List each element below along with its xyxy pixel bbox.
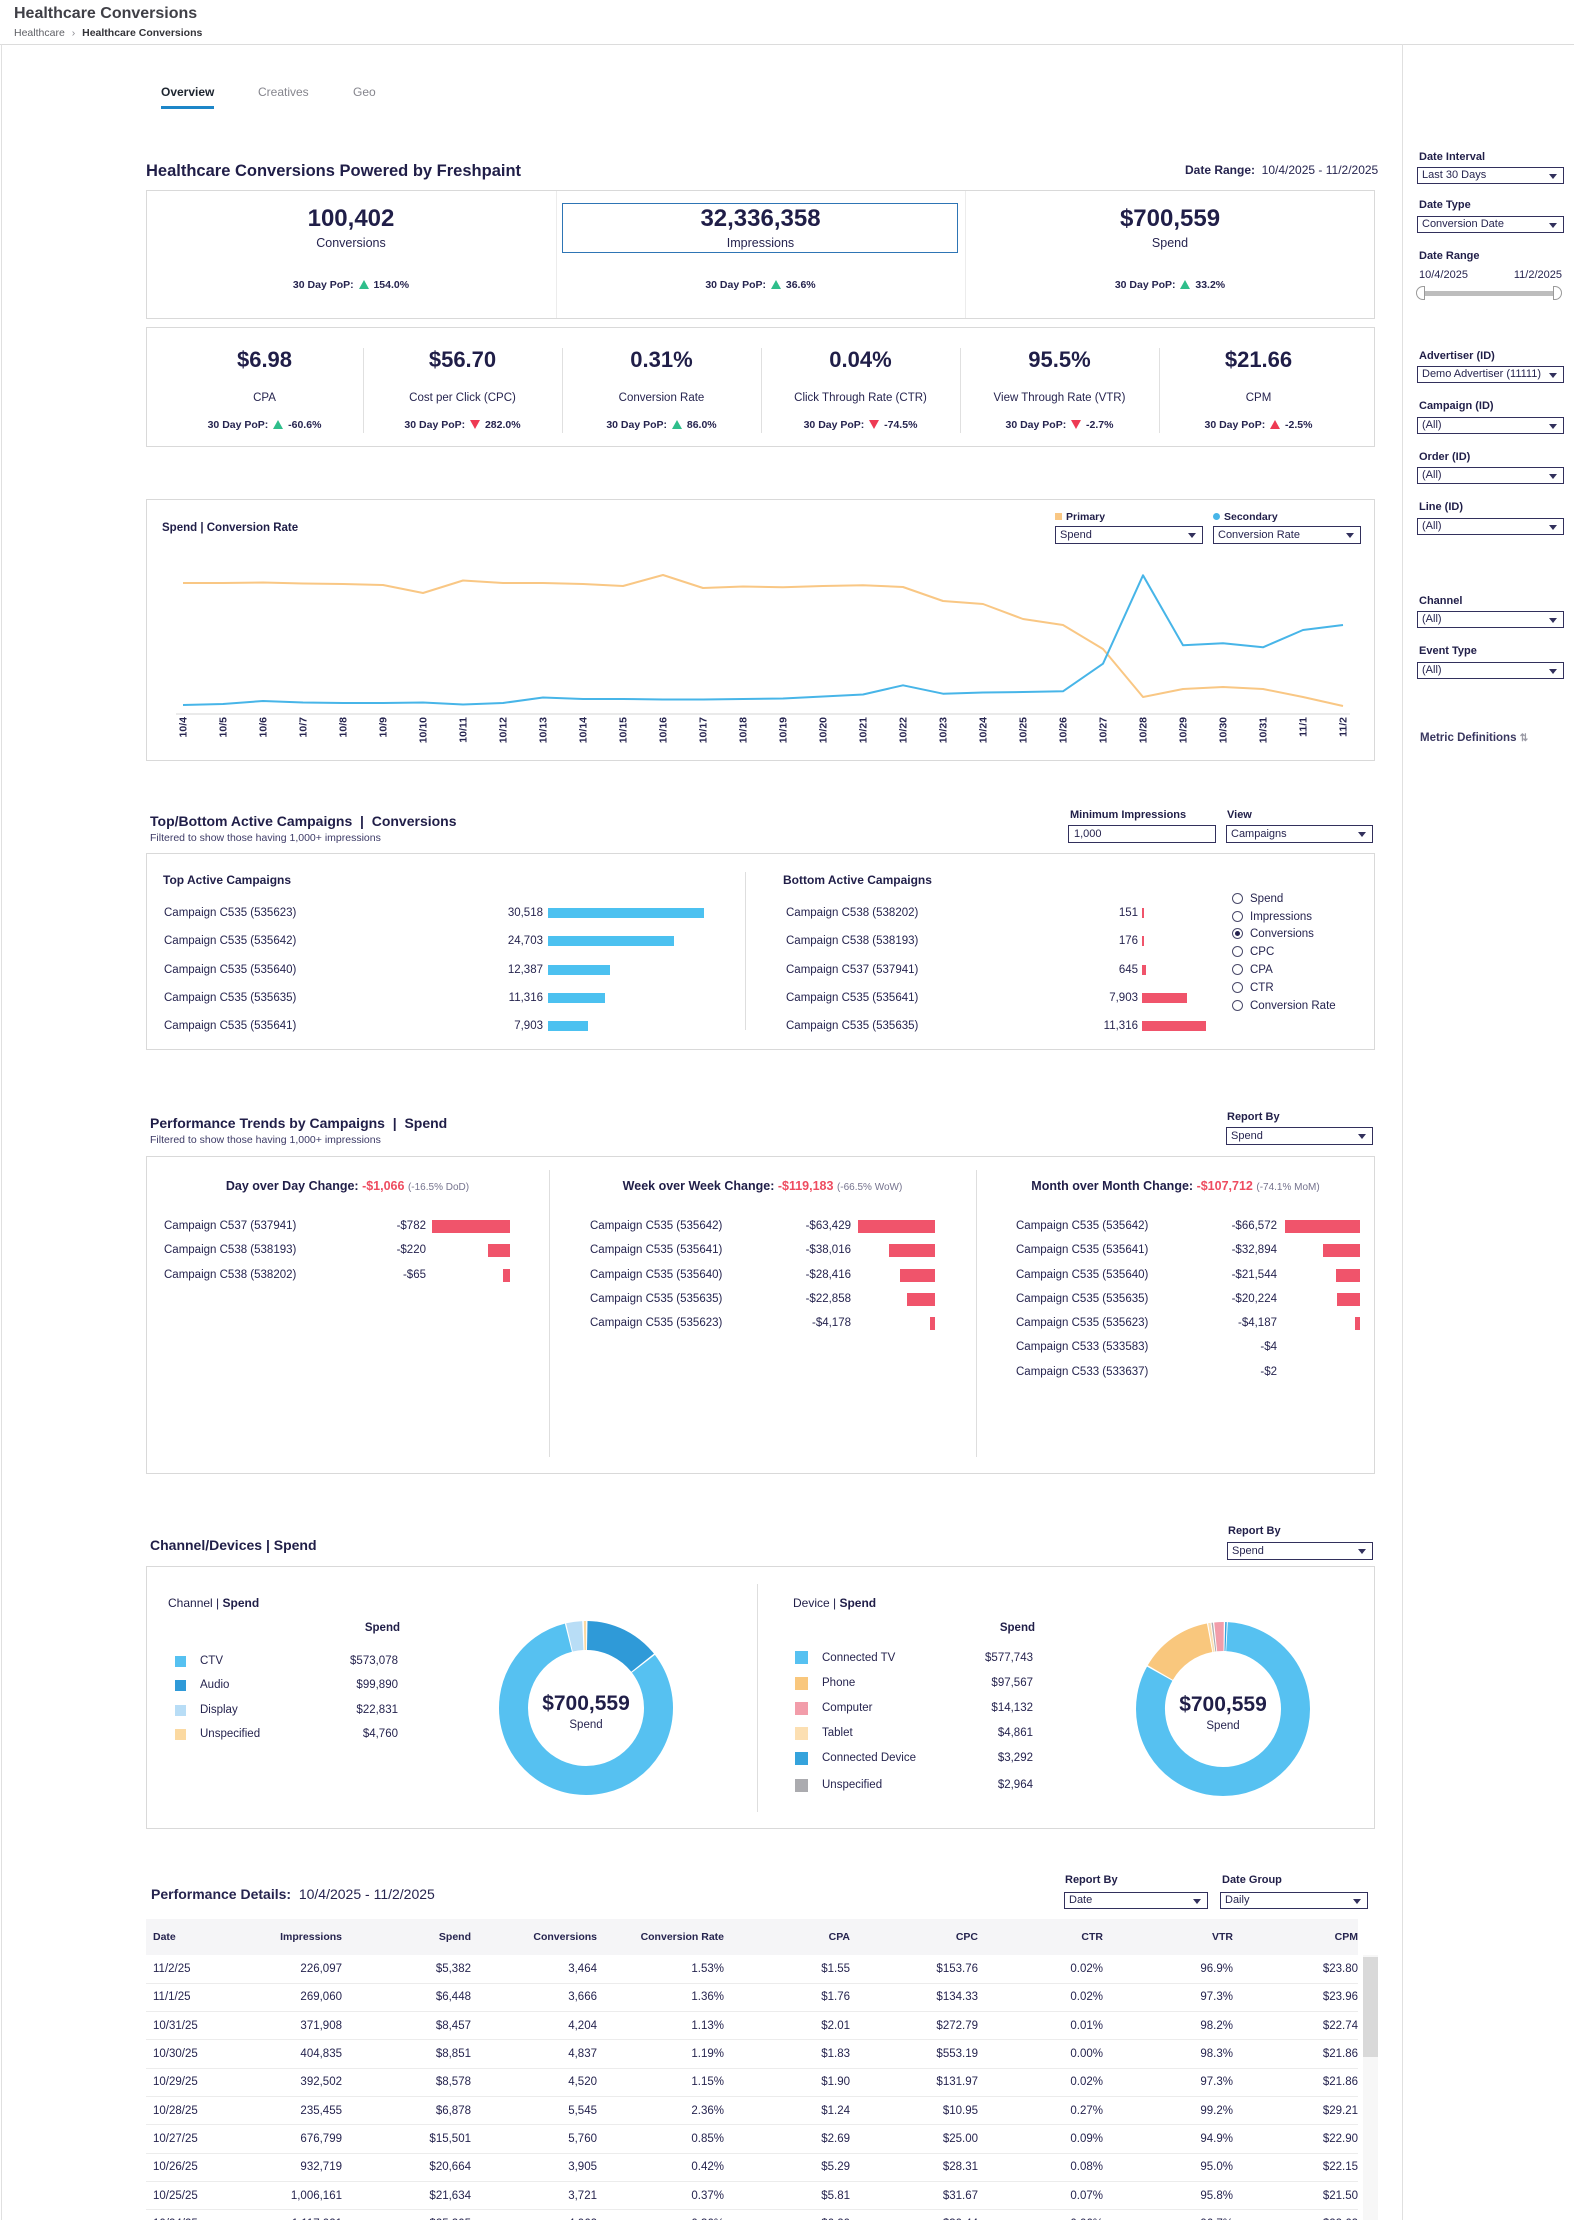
- svg-text:10/16: 10/16: [658, 717, 670, 743]
- svg-text:10/7: 10/7: [298, 717, 310, 738]
- svg-text:10/10: 10/10: [418, 717, 430, 743]
- svg-text:$700,559: $700,559: [1179, 1693, 1267, 1716]
- svg-text:10/23: 10/23: [938, 717, 950, 743]
- svg-text:10/20: 10/20: [818, 717, 830, 743]
- svg-text:10/8: 10/8: [338, 717, 350, 738]
- svg-text:11/2: 11/2: [1338, 717, 1350, 737]
- svg-text:10/19: 10/19: [778, 717, 790, 743]
- svg-text:10/25: 10/25: [1018, 717, 1030, 743]
- svg-text:10/5: 10/5: [218, 717, 230, 738]
- svg-text:10/17: 10/17: [698, 717, 710, 743]
- svg-text:10/15: 10/15: [618, 717, 630, 743]
- svg-text:10/30: 10/30: [1218, 717, 1230, 743]
- svg-text:10/26: 10/26: [1058, 717, 1070, 743]
- svg-text:10/28: 10/28: [1138, 717, 1150, 743]
- svg-text:$700,559: $700,559: [542, 1692, 630, 1715]
- svg-text:10/24: 10/24: [978, 717, 990, 743]
- svg-text:11/1: 11/1: [1298, 717, 1310, 737]
- svg-text:10/29: 10/29: [1178, 717, 1190, 743]
- svg-text:Spend: Spend: [1206, 1720, 1239, 1732]
- svg-text:10/21: 10/21: [858, 717, 870, 743]
- svg-text:10/31: 10/31: [1258, 717, 1270, 743]
- svg-text:10/11: 10/11: [458, 717, 470, 743]
- svg-text:10/4: 10/4: [178, 717, 190, 738]
- svg-text:10/12: 10/12: [498, 717, 510, 743]
- svg-text:10/27: 10/27: [1098, 717, 1110, 743]
- svg-text:10/22: 10/22: [898, 717, 910, 743]
- svg-text:10/9: 10/9: [378, 717, 390, 738]
- svg-text:Spend: Spend: [569, 1719, 602, 1731]
- svg-text:10/14: 10/14: [578, 717, 590, 743]
- svg-text:10/6: 10/6: [258, 717, 270, 738]
- svg-text:10/13: 10/13: [538, 717, 550, 743]
- svg-text:10/18: 10/18: [738, 717, 750, 743]
